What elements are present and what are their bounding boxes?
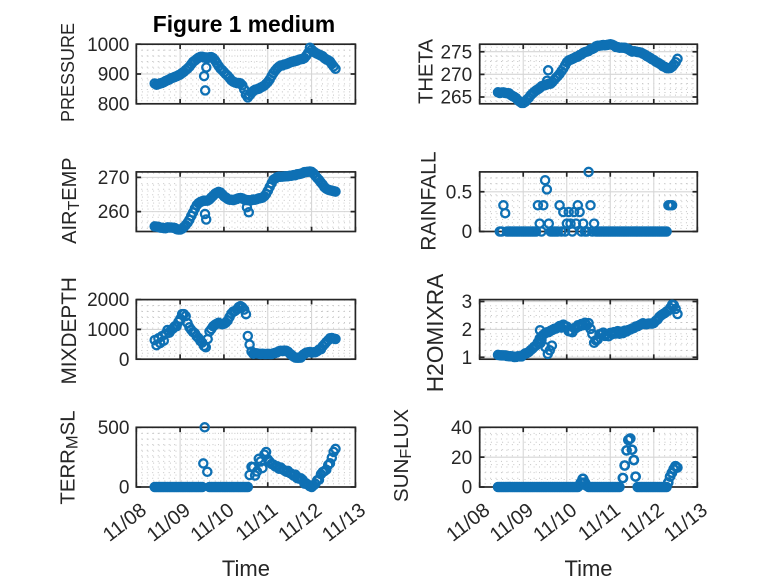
svg-text:Figure 1 medium: Figure 1 medium [153,11,335,37]
svg-text:0.5: 0.5 [446,182,472,203]
svg-text:Time: Time [222,556,270,581]
svg-text:RAINFALL: RAINFALL [418,151,441,250]
svg-text:40: 40 [451,418,472,439]
svg-text:TERRM​SL: TERRM​SL [57,410,81,504]
svg-text:265: 265 [440,88,472,109]
svg-text:1000: 1000 [87,320,129,341]
svg-text:2: 2 [462,320,473,341]
svg-text:MIXDEPTH: MIXDEPTH [58,277,81,384]
svg-text:275: 275 [440,42,472,63]
svg-text:THETA: THETA [416,39,438,104]
svg-text:500: 500 [98,418,130,439]
svg-text:H2OMIXRA: H2OMIXRA [422,273,448,392]
svg-text:800: 800 [98,94,130,115]
svg-text:0: 0 [462,222,473,243]
svg-text:PRESSURE: PRESSURE [58,23,78,122]
svg-text:0: 0 [119,478,130,499]
svg-text:2000: 2000 [87,290,129,311]
svg-text:0: 0 [462,478,473,499]
svg-text:AIRT​EMP: AIRT​EMP [59,157,83,243]
svg-text:Time: Time [564,556,612,581]
svg-text:1000: 1000 [87,35,129,56]
svg-text:3: 3 [462,292,473,313]
svg-text:270: 270 [440,65,472,86]
svg-text:0: 0 [119,350,130,371]
svg-text:20: 20 [451,448,472,469]
svg-text:260: 260 [98,202,130,223]
svg-text:900: 900 [98,65,130,86]
svg-text:270: 270 [98,168,130,189]
svg-text:1: 1 [462,348,473,369]
